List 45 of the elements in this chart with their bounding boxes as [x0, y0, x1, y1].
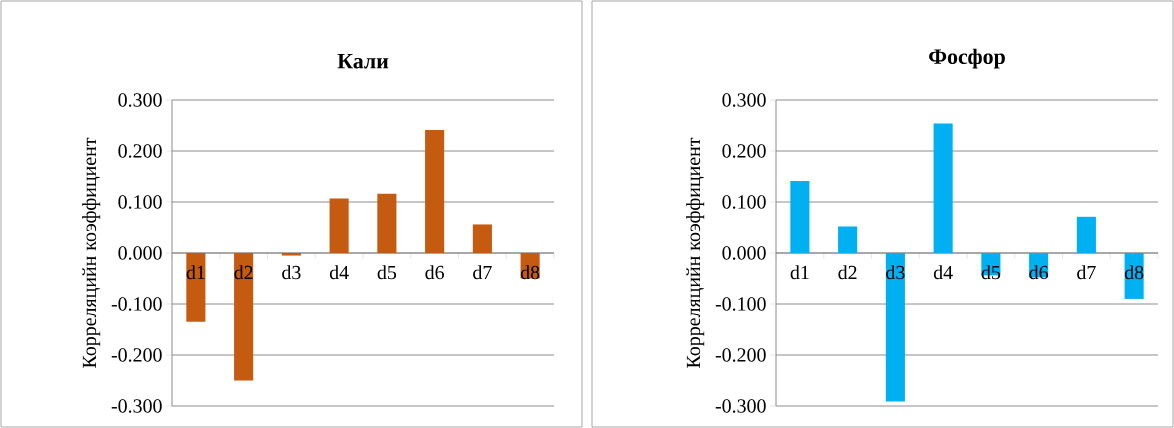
- y-tick-label: -0.200: [111, 348, 162, 362]
- bar: [425, 130, 445, 253]
- y-tick-label: 0.000: [118, 246, 162, 260]
- bar: [472, 224, 492, 253]
- bar: [281, 253, 301, 256]
- chart-title: Фосфор: [929, 48, 1005, 69]
- x-tick-label: d6: [425, 265, 444, 280]
- y-tick-label: -0.300: [111, 399, 162, 413]
- x-tick-label: d8: [520, 265, 540, 280]
- y-tick-label: -0.200: [715, 348, 766, 362]
- x-tick-label: d7: [1077, 265, 1096, 280]
- bar: [186, 253, 206, 322]
- bar: [933, 123, 953, 253]
- bar: [1076, 216, 1096, 253]
- y-tick-label: 0.100: [118, 195, 162, 209]
- y-tick-label: 0.200: [722, 144, 766, 158]
- x-tick-label: d8: [1124, 265, 1144, 280]
- chart-title: Кали: [337, 53, 389, 69]
- y-tick-label: 0.100: [722, 195, 766, 209]
- bar: [329, 198, 349, 253]
- x-tick-label: d1: [790, 265, 809, 280]
- x-tick-label: d4: [933, 265, 953, 280]
- bar: [377, 193, 397, 253]
- y-tick-label: 0.300: [722, 93, 766, 107]
- y-tick-label: -0.100: [111, 297, 162, 311]
- y-tick-label: -0.300: [715, 399, 766, 413]
- y-tick-label: 0.000: [722, 246, 766, 260]
- bar: [234, 253, 254, 381]
- bar: [838, 226, 858, 253]
- x-tick-label: d6: [1029, 265, 1049, 280]
- bar: [790, 181, 810, 253]
- y-axis-title: Корреляцийн коэффициент: [686, 137, 705, 368]
- y-tick-label: 0.300: [118, 93, 162, 107]
- x-tick-label: d1: [186, 265, 205, 280]
- x-tick-label: d7: [473, 265, 492, 280]
- x-tick-label: d3: [886, 265, 905, 280]
- y-axis-title: Корреляцийн коэффициент: [82, 137, 101, 368]
- y-tick-label: 0.200: [118, 144, 162, 158]
- x-tick-label: d2: [838, 265, 857, 280]
- x-tick-label: d5: [377, 265, 397, 280]
- bar: [885, 253, 905, 402]
- x-tick-label: d3: [282, 265, 301, 280]
- x-tick-label: d4: [329, 265, 349, 280]
- y-tick-label: -0.100: [715, 297, 766, 311]
- x-tick-label: d2: [234, 265, 253, 280]
